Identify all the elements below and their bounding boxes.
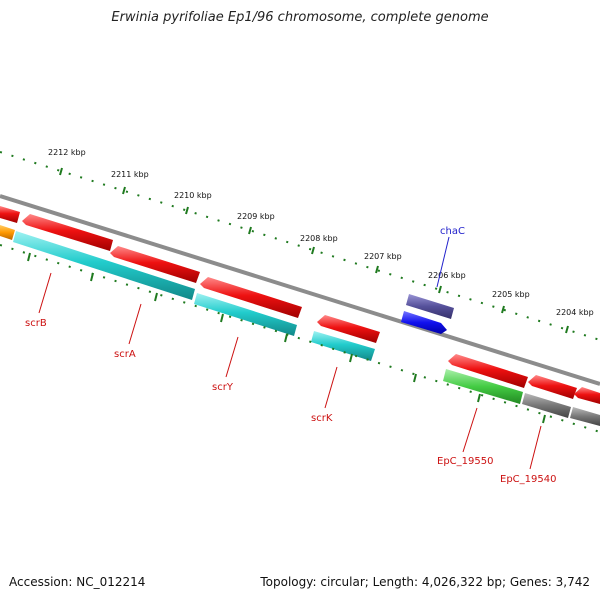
major-tick <box>438 285 442 294</box>
forward-strand <box>401 294 454 334</box>
map-title: Erwinia pyrifoliae Ep1/96 chromosome, co… <box>111 10 489 25</box>
gene-arrow[interactable] <box>448 354 528 388</box>
tick-label: 2209 kbp <box>237 212 275 221</box>
major-tick <box>413 373 417 383</box>
gene-arrow[interactable] <box>200 277 302 318</box>
major-tick <box>542 414 546 424</box>
gene-arrow[interactable] <box>574 387 600 404</box>
accession-label: Accession: NC_012214 <box>9 575 146 589</box>
tick-label: 2208 kbp <box>300 234 338 243</box>
gene-label-epc-19540[interactable]: EpC_19540 <box>500 474 556 485</box>
gene-labels: chaC scrB scrA scrY scrK EpC_19550 EpC_1… <box>25 226 556 485</box>
gene-arrow[interactable] <box>528 375 577 399</box>
feature-cyan[interactable] <box>194 293 297 336</box>
feature-gray[interactable] <box>570 407 600 426</box>
tick-label: 2212 kbp <box>48 148 86 157</box>
genome-backbone <box>0 194 600 386</box>
major-tick <box>501 305 505 314</box>
gene-arrow[interactable] <box>110 246 200 283</box>
major-tick <box>185 206 189 215</box>
major-tick <box>27 252 31 262</box>
major-tick <box>477 393 481 403</box>
tick-label: 2207 kbp <box>364 252 402 261</box>
gene-label-chac[interactable]: chaC <box>440 226 465 237</box>
gene-label-scra[interactable]: scrA <box>114 349 136 360</box>
tick-label: 2206 kbp <box>428 271 466 280</box>
gene-label-epc-19550[interactable]: EpC_19550 <box>437 456 493 467</box>
genome-summary: Topology: circular; Length: 4,026,322 bp… <box>260 575 590 589</box>
gene-chac-block[interactable] <box>406 294 454 319</box>
major-tick <box>122 186 126 195</box>
gene-arrow[interactable] <box>22 214 113 251</box>
major-tick <box>565 325 569 334</box>
reverse-strand-lower <box>0 225 600 426</box>
gene-arrow[interactable] <box>0 206 20 223</box>
major-tick <box>59 167 63 176</box>
feature-gray[interactable] <box>522 393 571 418</box>
major-tick <box>349 353 353 363</box>
feature-green[interactable] <box>443 369 523 404</box>
feature-orange[interactable] <box>0 225 15 240</box>
major-tick <box>248 226 252 235</box>
lower-tick-ruler <box>0 244 600 433</box>
tick-label: 2210 kbp <box>174 191 212 200</box>
major-tick <box>90 272 94 282</box>
major-tick <box>311 246 315 255</box>
gene-arrow[interactable] <box>317 315 380 343</box>
tick-label: 2205 kbp <box>492 290 530 299</box>
major-tick <box>284 333 288 343</box>
gene-label-scrb[interactable]: scrB <box>25 318 47 329</box>
gene-label-scry[interactable]: scrY <box>212 382 234 393</box>
major-tick <box>375 265 379 274</box>
tick-labels: 2212 kbp 2211 kbp 2210 kbp 2209 kbp 2208… <box>48 148 594 317</box>
tick-label: 2204 kbp <box>556 308 594 317</box>
gene-chac-arrow[interactable] <box>401 311 447 334</box>
reverse-strand-upper <box>0 206 600 404</box>
gene-label-scrk[interactable]: scrK <box>311 413 333 424</box>
feature-cyan[interactable] <box>13 231 195 300</box>
major-tick <box>220 313 224 323</box>
tick-label: 2211 kbp <box>111 170 149 179</box>
upper-tick-ruler <box>0 151 600 341</box>
major-tick <box>154 292 158 302</box>
feature-cyan[interactable] <box>311 331 375 361</box>
